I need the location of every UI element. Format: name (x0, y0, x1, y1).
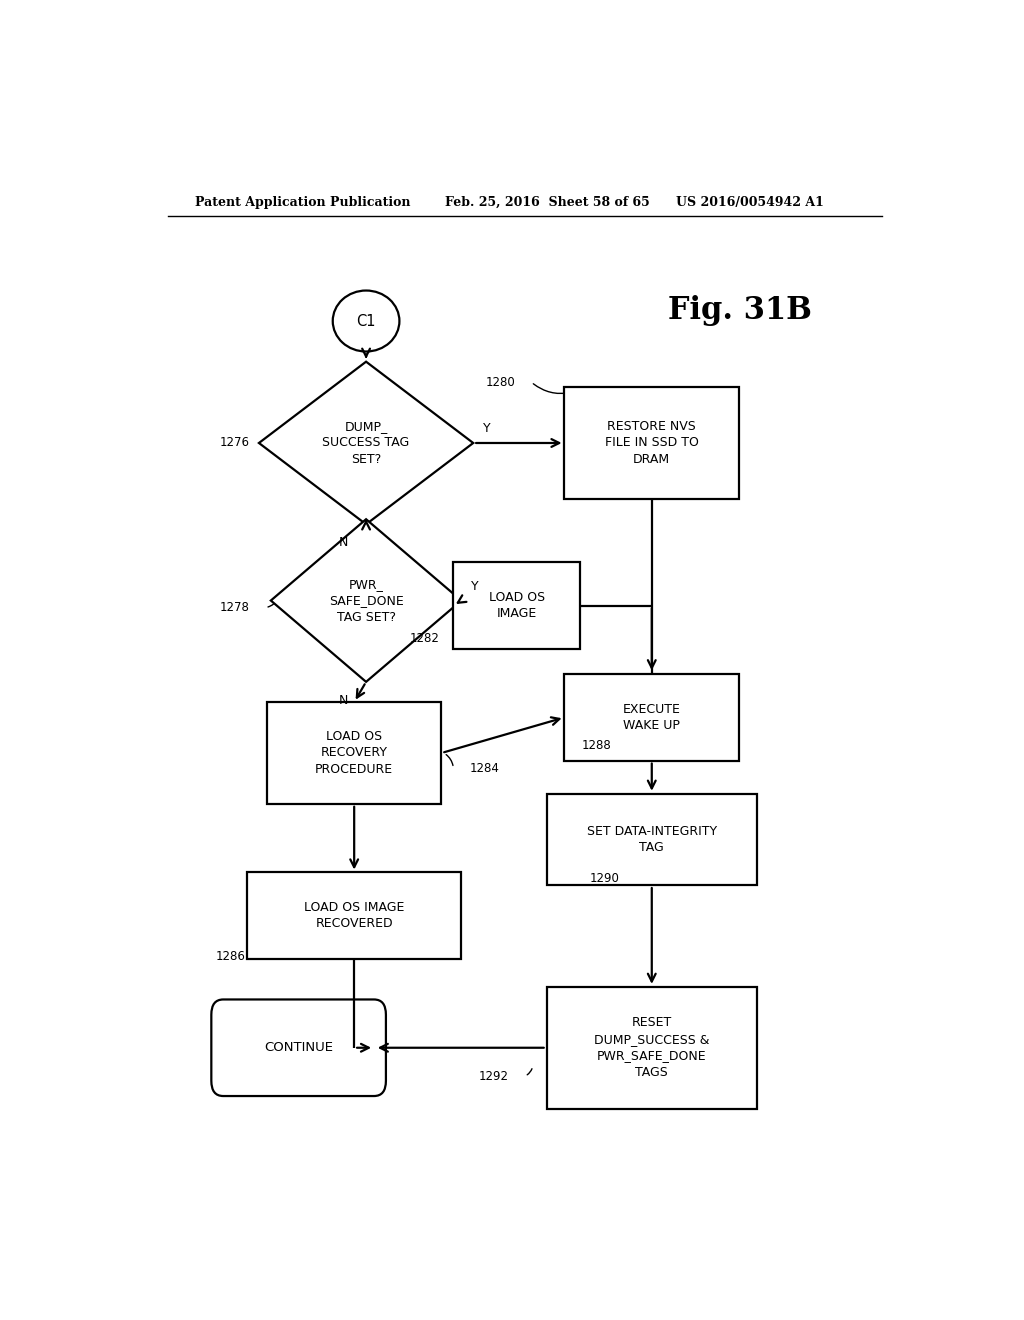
Text: 1292: 1292 (479, 1069, 509, 1082)
Text: 1280: 1280 (485, 375, 515, 388)
FancyBboxPatch shape (211, 999, 386, 1096)
Text: Y: Y (482, 422, 490, 436)
Text: 1282: 1282 (410, 632, 440, 644)
Text: US 2016/0054942 A1: US 2016/0054942 A1 (676, 195, 823, 209)
Text: LOAD OS
RECOVERY
PROCEDURE: LOAD OS RECOVERY PROCEDURE (315, 730, 393, 776)
Text: Feb. 25, 2016  Sheet 58 of 65: Feb. 25, 2016 Sheet 58 of 65 (445, 195, 650, 209)
Text: Y: Y (471, 579, 478, 593)
FancyBboxPatch shape (247, 873, 461, 958)
Text: 1284: 1284 (469, 762, 499, 775)
FancyBboxPatch shape (564, 675, 739, 760)
Text: EXECUTE
WAKE UP: EXECUTE WAKE UP (623, 702, 681, 733)
Text: N: N (339, 693, 348, 706)
Text: CONTINUE: CONTINUE (264, 1041, 333, 1055)
FancyBboxPatch shape (564, 387, 739, 499)
Text: SET DATA-INTEGRITY
TAG: SET DATA-INTEGRITY TAG (587, 825, 717, 854)
Ellipse shape (333, 290, 399, 351)
Text: LOAD OS
IMAGE: LOAD OS IMAGE (488, 591, 545, 620)
FancyBboxPatch shape (547, 793, 757, 886)
Text: C1: C1 (356, 314, 376, 329)
FancyBboxPatch shape (267, 702, 441, 804)
Text: PWR_
SAFE_DONE
TAG SET?: PWR_ SAFE_DONE TAG SET? (329, 578, 403, 623)
Text: 1286: 1286 (216, 950, 246, 962)
Text: DUMP_
SUCCESS TAG
SET?: DUMP_ SUCCESS TAG SET? (323, 420, 410, 466)
Polygon shape (270, 519, 461, 682)
Text: 1290: 1290 (590, 871, 620, 884)
Text: Patent Application Publication: Patent Application Publication (196, 195, 411, 209)
Text: N: N (339, 536, 348, 549)
Text: RESET
DUMP_SUCCESS &
PWR_SAFE_DONE
TAGS: RESET DUMP_SUCCESS & PWR_SAFE_DONE TAGS (594, 1016, 710, 1078)
Text: LOAD OS IMAGE
RECOVERED: LOAD OS IMAGE RECOVERED (304, 900, 404, 931)
Text: 1288: 1288 (582, 739, 611, 752)
Text: 1276: 1276 (219, 437, 250, 450)
FancyBboxPatch shape (547, 987, 757, 1109)
Text: 1278: 1278 (219, 601, 250, 614)
Text: RESTORE NVS
FILE IN SSD TO
DRAM: RESTORE NVS FILE IN SSD TO DRAM (605, 420, 698, 466)
FancyBboxPatch shape (454, 562, 581, 649)
Text: Fig. 31B: Fig. 31B (668, 296, 812, 326)
Polygon shape (259, 362, 473, 524)
